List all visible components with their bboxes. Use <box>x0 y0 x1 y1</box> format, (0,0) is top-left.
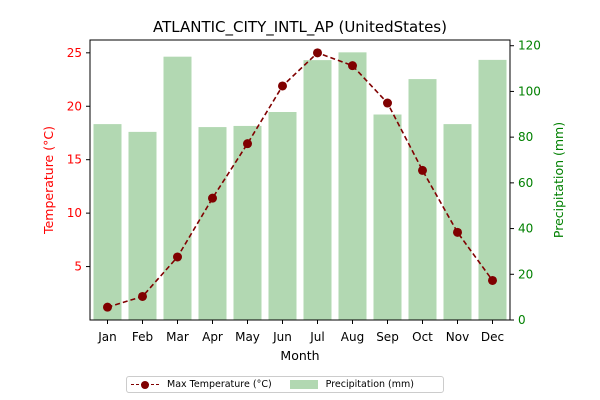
legend-label-temperature: Max Temperature (°C) <box>167 379 272 390</box>
precip-bar-may <box>233 125 262 320</box>
precip-bar-oct <box>408 79 437 320</box>
temp-point-feb <box>138 291 147 301</box>
precip-bar-feb <box>128 131 157 320</box>
x-axis-label: Month <box>280 348 319 363</box>
temp-point-apr <box>208 193 217 203</box>
x-tick-label: Nov <box>446 330 469 344</box>
precip-bar-jan <box>93 124 122 320</box>
x-tick-label: Jun <box>272 330 292 344</box>
right-tick-label: 20 <box>518 267 533 281</box>
right-axis-label: Precipitation (mm) <box>551 122 566 238</box>
precip-bar-sep <box>373 114 402 320</box>
right-tick-label: 0 <box>518 313 526 327</box>
temperature-line-layer <box>103 48 497 312</box>
right-tick-label: 80 <box>518 130 533 144</box>
x-tick-label: Jan <box>97 330 117 344</box>
left-tick-label: 20 <box>67 99 82 113</box>
left-axis-ticks: 5 10 15 20 25 <box>67 46 90 274</box>
x-tick-label: Feb <box>132 330 153 344</box>
x-axis-ticks: Jan Feb Mar Apr May Jun Jul Aug Sep Oct Nov Dec <box>97 320 504 344</box>
temp-point-dec <box>488 275 497 285</box>
precip-bar-apr <box>198 127 227 320</box>
precip-bar-mar <box>163 56 192 320</box>
x-tick-label: Oct <box>412 330 433 344</box>
temperature-line-swatch <box>131 380 159 390</box>
left-tick-label: 25 <box>67 46 82 60</box>
precip-bar-aug <box>338 52 367 320</box>
x-tick-label: Sep <box>376 330 399 344</box>
left-tick-label: 5 <box>74 260 82 274</box>
left-tick-label: 15 <box>67 153 82 167</box>
x-tick-label: May <box>235 330 260 344</box>
legend-label-precipitation: Precipitation (mm) <box>325 379 414 390</box>
x-tick-label: Mar <box>166 330 189 344</box>
right-tick-label: 100 <box>518 84 541 98</box>
precip-bar-jun <box>268 112 297 320</box>
legend-item-temperature: Max Temperature (°C) <box>131 379 272 390</box>
chart-title: ATLANTIC_CITY_INTL_AP (UnitedStates) <box>153 18 447 37</box>
precip-bar-nov <box>443 124 472 320</box>
left-axis-label: Temperature (°C) <box>41 126 56 235</box>
temp-point-may <box>243 139 252 149</box>
x-tick-label: Aug <box>341 330 364 344</box>
temp-point-jan <box>103 302 112 312</box>
plot-frame <box>89 39 511 321</box>
legend: Max Temperature (°C) Precipitation (mm) <box>126 376 444 393</box>
precip-bar-jul <box>303 60 332 320</box>
temp-point-oct <box>418 165 427 175</box>
temp-point-jun <box>278 81 287 91</box>
right-tick-label: 40 <box>518 222 533 236</box>
temp-point-aug <box>348 61 357 71</box>
right-tick-label: 120 <box>518 39 541 53</box>
temp-point-sep <box>383 98 392 108</box>
precipitation-bars <box>93 52 507 321</box>
x-tick-label: Dec <box>481 330 504 344</box>
legend-item-precipitation: Precipitation (mm) <box>289 379 414 390</box>
precipitation-bar-swatch <box>289 380 318 389</box>
x-tick-label: Jul <box>309 330 324 344</box>
left-tick-label: 10 <box>67 206 82 220</box>
temp-point-nov <box>453 227 462 237</box>
temp-point-mar <box>173 252 182 262</box>
right-tick-label: 60 <box>518 176 533 190</box>
temp-point-jul <box>313 48 322 58</box>
right-axis-ticks: 0 20 40 60 80 100 120 <box>510 39 541 327</box>
x-tick-label: Apr <box>202 330 223 344</box>
temperature-line <box>107 51 494 308</box>
